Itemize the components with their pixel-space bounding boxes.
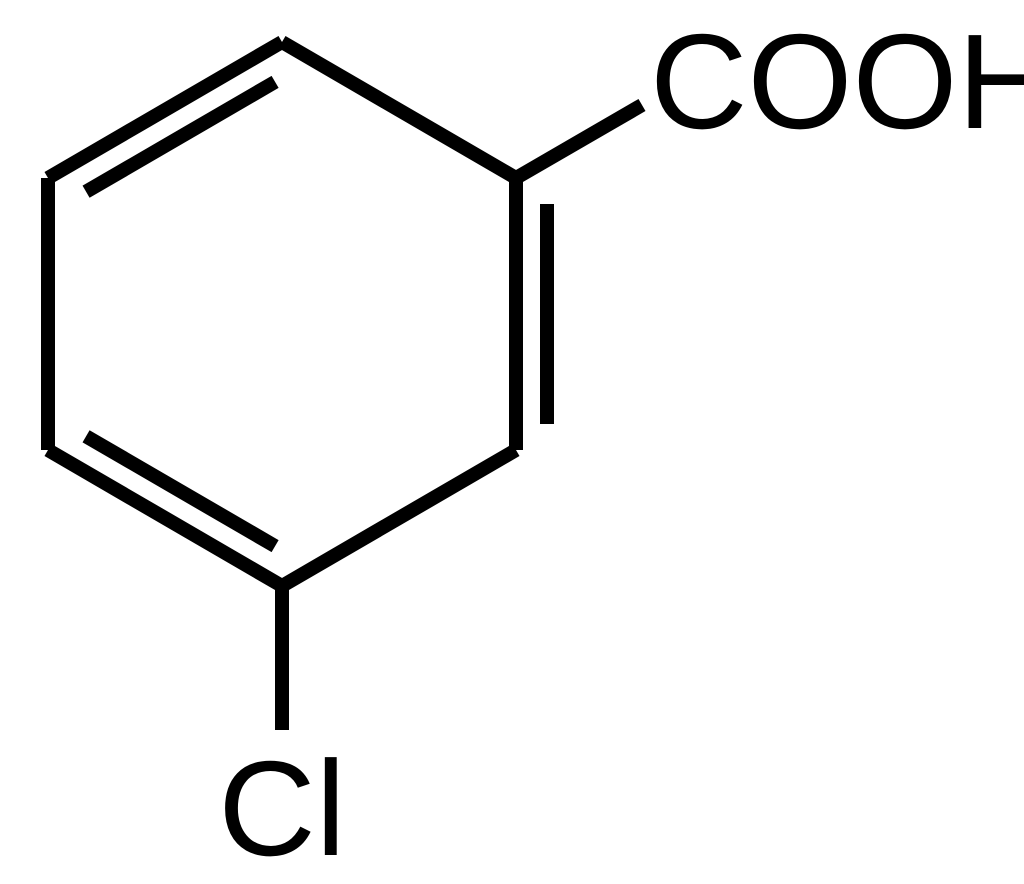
- bond-C2-C3: [282, 450, 516, 586]
- label-cooh: COOH: [650, 6, 1024, 157]
- chemical-structure-svg: COOH Cl: [0, 0, 1024, 884]
- bond-C1-cooh: [516, 105, 642, 178]
- label-cl: Cl: [218, 733, 346, 884]
- bond-C3-C4: [48, 450, 282, 586]
- bond-C6-C1: [282, 42, 516, 178]
- bond-C5-C6: [48, 42, 282, 178]
